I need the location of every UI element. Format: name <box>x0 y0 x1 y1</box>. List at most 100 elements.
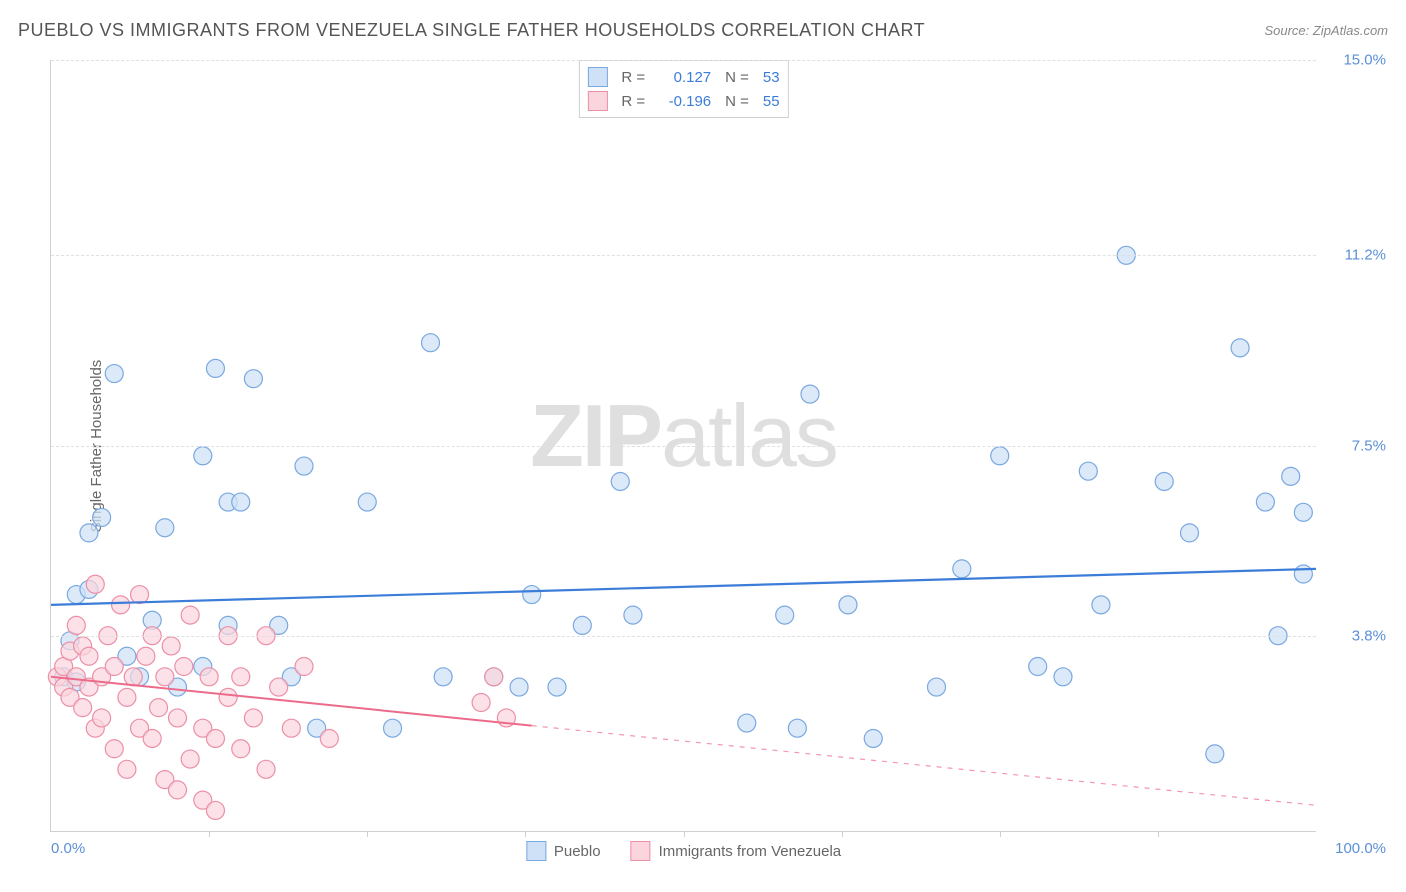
data-point <box>244 370 262 388</box>
n-label: N = <box>725 93 749 110</box>
y-tick-label: 15.0% <box>1326 52 1386 69</box>
x-tick <box>1000 831 1001 837</box>
legend-top-row: R = 0.127 N = 53 <box>587 65 779 89</box>
legend-swatch <box>526 841 546 861</box>
data-point <box>93 709 111 727</box>
data-point <box>175 658 193 676</box>
data-point <box>1282 467 1300 485</box>
data-point <box>1256 493 1274 511</box>
legend-bottom-item: Immigrants from Venezuela <box>631 841 842 861</box>
data-point <box>131 586 149 604</box>
data-point <box>67 616 85 634</box>
data-point <box>1029 658 1047 676</box>
data-point <box>137 647 155 665</box>
data-point <box>738 714 756 732</box>
data-point <box>124 668 142 686</box>
data-point <box>928 678 946 696</box>
data-point <box>257 760 275 778</box>
data-point <box>200 668 218 686</box>
data-point <box>320 729 338 747</box>
data-point <box>953 560 971 578</box>
data-point <box>434 668 452 686</box>
data-point <box>788 719 806 737</box>
data-point <box>270 678 288 696</box>
n-value: 53 <box>763 69 780 86</box>
y-tick-label: 3.8% <box>1326 627 1386 644</box>
data-point <box>244 709 262 727</box>
n-value: 55 <box>763 93 780 110</box>
data-point <box>839 596 857 614</box>
x-tick <box>525 831 526 837</box>
data-point <box>232 668 250 686</box>
data-point <box>1054 668 1072 686</box>
data-point <box>156 519 174 537</box>
data-point <box>776 606 794 624</box>
data-point <box>523 586 541 604</box>
legend-swatch <box>587 67 607 87</box>
data-point <box>801 385 819 403</box>
x-tick <box>1158 831 1159 837</box>
data-point <box>219 688 237 706</box>
data-point <box>86 575 104 593</box>
y-tick-label: 11.2% <box>1326 247 1386 264</box>
data-point <box>105 658 123 676</box>
data-point <box>1294 565 1312 583</box>
chart-title: PUEBLO VS IMMIGRANTS FROM VENEZUELA SING… <box>18 20 925 41</box>
data-point <box>206 801 224 819</box>
data-point <box>1294 503 1312 521</box>
data-point <box>80 524 98 542</box>
data-point <box>181 606 199 624</box>
data-point <box>384 719 402 737</box>
data-point <box>80 647 98 665</box>
data-point <box>358 493 376 511</box>
data-point <box>1092 596 1110 614</box>
data-point <box>295 457 313 475</box>
x-tick-label: 100.0% <box>1335 840 1386 857</box>
data-point <box>573 616 591 634</box>
data-point <box>232 740 250 758</box>
legend-bottom-item: Pueblo <box>526 841 601 861</box>
x-tick <box>842 831 843 837</box>
data-point <box>282 719 300 737</box>
data-point <box>548 678 566 696</box>
data-point <box>1231 339 1249 357</box>
gridline <box>51 255 1316 256</box>
data-point <box>105 740 123 758</box>
x-tick <box>209 831 210 837</box>
data-point <box>150 699 168 717</box>
legend-top: R = 0.127 N = 53R = -0.196 N = 55 <box>578 60 788 118</box>
x-tick <box>367 831 368 837</box>
r-label: R = <box>621 69 645 86</box>
data-point <box>422 334 440 352</box>
gridline <box>51 636 1316 637</box>
data-point <box>169 709 187 727</box>
r-value: -0.196 <box>659 93 711 110</box>
data-point <box>112 596 130 614</box>
data-point <box>194 447 212 465</box>
legend-swatch <box>587 91 607 111</box>
r-value: 0.127 <box>659 69 711 86</box>
source-label: Source: ZipAtlas.com <box>1264 23 1388 38</box>
data-point <box>510 678 528 696</box>
data-point <box>93 508 111 526</box>
data-point <box>864 729 882 747</box>
data-point <box>1206 745 1224 763</box>
n-label: N = <box>725 69 749 86</box>
data-point <box>1155 472 1173 490</box>
data-point <box>156 668 174 686</box>
y-tick-label: 7.5% <box>1326 437 1386 454</box>
trend-line <box>51 569 1316 605</box>
legend-swatch <box>631 841 651 861</box>
data-point <box>105 365 123 383</box>
data-point <box>169 781 187 799</box>
data-point <box>181 750 199 768</box>
gridline <box>51 60 1316 61</box>
gridline <box>51 446 1316 447</box>
data-point <box>1181 524 1199 542</box>
data-point <box>74 699 92 717</box>
data-point <box>472 694 490 712</box>
data-point <box>624 606 642 624</box>
data-point <box>118 760 136 778</box>
data-point <box>991 447 1009 465</box>
data-point <box>295 658 313 676</box>
